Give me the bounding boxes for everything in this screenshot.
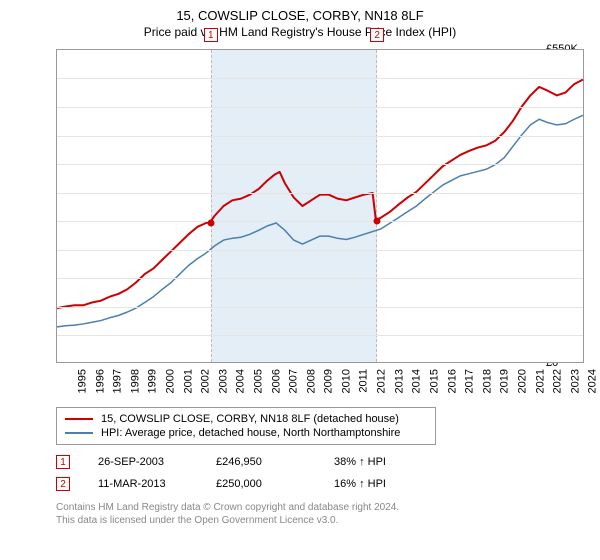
x-tick-label: 2014 bbox=[411, 369, 423, 393]
sale-price: £246,950 bbox=[216, 456, 306, 468]
sales-table: 1 26-SEP-2003 £246,950 38% ↑ HPI 2 11-MA… bbox=[56, 451, 588, 495]
x-tick-label: 2011 bbox=[357, 369, 369, 393]
chart-area: £0£50K£100K£150K£200K£250K£300K£350K£400… bbox=[12, 45, 588, 403]
x-tick-label: 2003 bbox=[217, 369, 229, 393]
x-tick-label: 1996 bbox=[94, 369, 106, 393]
x-tick-label: 2018 bbox=[481, 369, 493, 393]
sale-marker-box: 2 bbox=[56, 477, 70, 491]
x-tick-label: 2006 bbox=[270, 369, 282, 393]
sale-row: 1 26-SEP-2003 £246,950 38% ↑ HPI bbox=[56, 451, 588, 473]
sale-row: 2 11-MAR-2013 £250,000 16% ↑ HPI bbox=[56, 473, 588, 495]
x-tick-label: 2015 bbox=[428, 369, 440, 393]
x-tick-label: 2013 bbox=[393, 369, 405, 393]
x-tick-label: 2021 bbox=[534, 369, 546, 393]
legend-label: 15, COWSLIP CLOSE, CORBY, NN18 8LF (deta… bbox=[101, 413, 399, 425]
legend-item: HPI: Average price, detached house, Nort… bbox=[65, 426, 427, 440]
sale-marker-box: 1 bbox=[204, 28, 218, 42]
sale-date: 11-MAR-2013 bbox=[98, 478, 188, 490]
x-tick-label: 2007 bbox=[288, 369, 300, 393]
legend-item: 15, COWSLIP CLOSE, CORBY, NN18 8LF (deta… bbox=[65, 412, 427, 426]
sale-marker-dot bbox=[207, 219, 214, 226]
x-tick-label: 1995 bbox=[76, 369, 88, 393]
footer-note: Contains HM Land Registry data © Crown c… bbox=[56, 501, 588, 527]
x-tick-label: 2020 bbox=[516, 369, 528, 393]
sale-marker-box: 2 bbox=[370, 28, 384, 42]
footer-line: Contains HM Land Registry data © Crown c… bbox=[56, 501, 588, 514]
chart-subtitle: Price paid vs. HM Land Registry's House … bbox=[12, 25, 588, 39]
x-tick-label: 2000 bbox=[164, 369, 176, 393]
x-tick-label: 2019 bbox=[499, 369, 511, 393]
sale-date: 26-SEP-2003 bbox=[98, 456, 188, 468]
footer-line: This data is licensed under the Open Gov… bbox=[56, 514, 588, 527]
x-tick-label: 2023 bbox=[569, 369, 581, 393]
x-tick-label: 2017 bbox=[464, 369, 476, 393]
x-tick-label: 1999 bbox=[147, 369, 159, 393]
x-tick-label: 2024 bbox=[587, 369, 599, 393]
series-line bbox=[57, 79, 583, 308]
x-tick-label: 2005 bbox=[252, 369, 264, 393]
x-tick-label: 2016 bbox=[446, 369, 458, 393]
sale-delta: 16% ↑ HPI bbox=[334, 478, 424, 490]
legend-swatch bbox=[65, 432, 93, 434]
chart-title: 15, COWSLIP CLOSE, CORBY, NN18 8LF bbox=[12, 8, 588, 25]
chart-container: 15, COWSLIP CLOSE, CORBY, NN18 8LF Price… bbox=[0, 0, 600, 560]
legend: 15, COWSLIP CLOSE, CORBY, NN18 8LF (deta… bbox=[56, 407, 436, 445]
x-tick-label: 2012 bbox=[376, 369, 388, 393]
x-tick-label: 2002 bbox=[200, 369, 212, 393]
x-tick-label: 2001 bbox=[182, 369, 194, 393]
sale-price: £250,000 bbox=[216, 478, 306, 490]
x-tick-label: 2004 bbox=[235, 369, 247, 393]
x-tick-label: 2022 bbox=[552, 369, 564, 393]
x-tick-label: 2008 bbox=[305, 369, 317, 393]
chart-lines bbox=[57, 50, 583, 362]
x-tick-label: 1998 bbox=[129, 369, 141, 393]
legend-label: HPI: Average price, detached house, Nort… bbox=[101, 427, 400, 439]
x-tick-label: 2009 bbox=[323, 369, 335, 393]
sale-delta: 38% ↑ HPI bbox=[334, 456, 424, 468]
sale-marker-dot bbox=[374, 218, 381, 225]
x-tick-label: 1997 bbox=[112, 369, 124, 393]
x-tick-label: 2010 bbox=[340, 369, 352, 393]
sale-marker-box: 1 bbox=[56, 455, 70, 469]
plot-area: 12 bbox=[56, 49, 584, 363]
legend-swatch bbox=[65, 418, 93, 420]
